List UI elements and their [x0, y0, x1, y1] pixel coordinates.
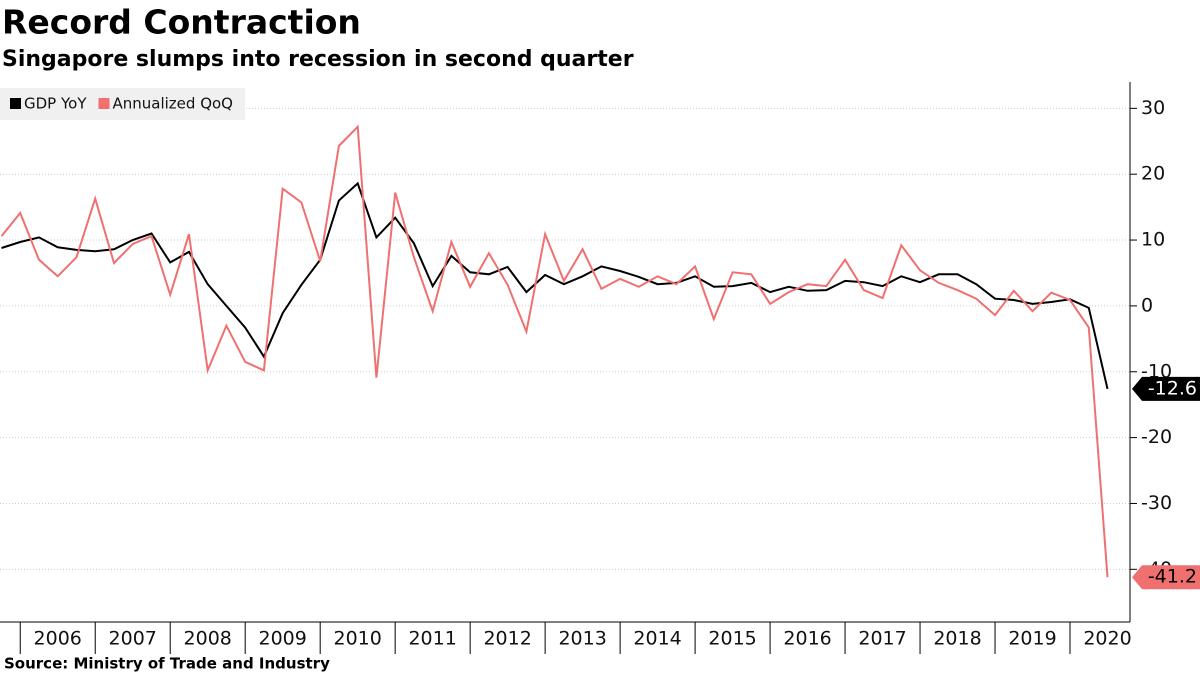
legend-label: Annualized QoQ	[113, 95, 234, 113]
y-tick-label: 0	[1141, 294, 1153, 316]
x-tick-label: 2008	[184, 628, 232, 650]
data-line	[0, 124, 1109, 578]
x-tick-label: 2009	[259, 628, 307, 650]
data-line	[1, 181, 1109, 390]
chart-subtitle: Singapore slumps into recession in secon…	[2, 47, 634, 72]
end-value-tag: -41.2	[1132, 565, 1200, 590]
x-tick-label: 2010	[333, 628, 381, 650]
legend: GDP YoY Annualized QoQ	[0, 88, 245, 120]
end-value-tag-shape	[1132, 565, 1200, 590]
legend-background	[0, 88, 245, 120]
end-value-tag-shape	[1132, 376, 1200, 401]
y-tick-label: -10	[1141, 360, 1172, 382]
y-tick-label: -30	[1141, 492, 1172, 514]
x-tick-label: 2019	[1008, 628, 1056, 650]
end-value-tag: -12.6	[1132, 376, 1200, 401]
end-value-label: -41.2	[1148, 566, 1197, 588]
x-tick-label: 2012	[483, 628, 531, 650]
x-tick-label: 2020	[1083, 628, 1131, 650]
y-tick-label: 30	[1141, 97, 1165, 119]
source-note: Source: Ministry of Trade and Industry	[4, 655, 330, 673]
chart-title: Record Contraction	[2, 3, 361, 42]
legend-label: GDP YoY	[24, 95, 87, 113]
y-tick-label: 20	[1141, 163, 1165, 185]
x-tick-label: 2006	[34, 628, 82, 650]
y-tick-label: -20	[1141, 426, 1172, 448]
x-tick-label: 2016	[783, 628, 831, 650]
x-tick-label: 2007	[109, 628, 157, 650]
x-tick-label: 2018	[933, 628, 981, 650]
x-tick-label: 2015	[708, 628, 756, 650]
x-tick-label: 2017	[858, 628, 906, 650]
y-tick-label: 10	[1141, 229, 1165, 251]
end-value-label: -12.6	[1148, 377, 1197, 399]
legend-swatch	[10, 98, 21, 109]
x-tick-label: 2013	[558, 628, 606, 650]
x-tick-label: 2014	[633, 628, 681, 650]
x-tick-label: 2011	[408, 628, 456, 650]
legend-swatch	[98, 98, 110, 109]
